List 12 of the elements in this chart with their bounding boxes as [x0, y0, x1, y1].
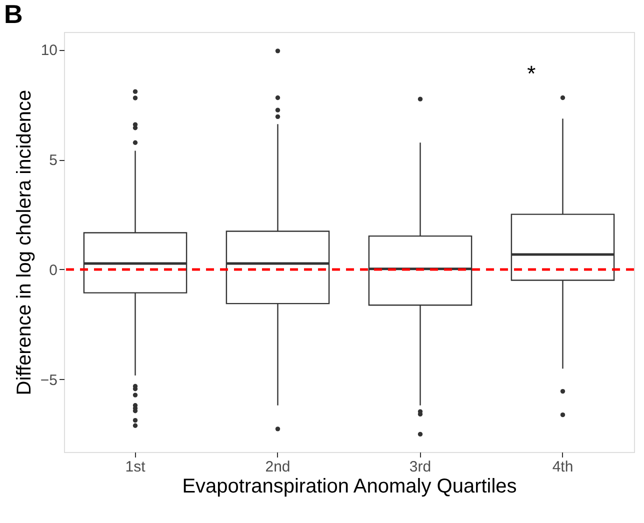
x-tick-label: 2nd	[265, 458, 290, 476]
y-tick-label: 5	[49, 152, 58, 170]
y-tick-label: 10	[40, 42, 58, 60]
x-tick-label: 3rd	[409, 458, 432, 476]
y-tick-label: 0	[49, 262, 58, 279]
y-tick-label: −5	[40, 372, 58, 389]
annotation: *	[527, 61, 536, 86]
x-axis-title: Evapotranspiration Anomaly Quartiles	[182, 476, 517, 498]
y-axis-title: Difference in log cholera incidence	[13, 90, 36, 396]
chart-title: B	[4, 0, 23, 29]
x-tick-label: 1st	[125, 458, 146, 476]
x-tick-label: 4th	[552, 458, 574, 476]
